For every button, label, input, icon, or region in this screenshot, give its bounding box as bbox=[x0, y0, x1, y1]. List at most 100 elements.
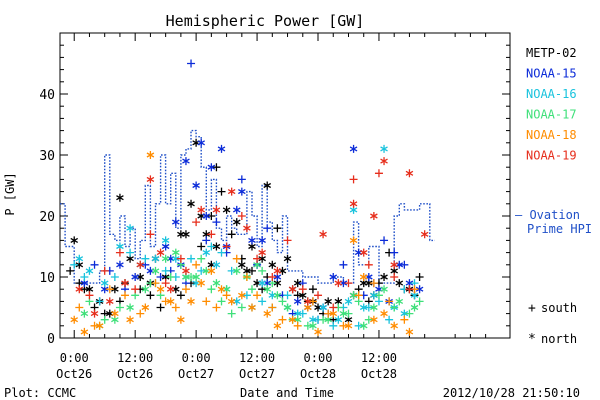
south-point bbox=[329, 321, 338, 330]
north-point bbox=[410, 303, 419, 312]
plot-frame bbox=[59, 32, 511, 339]
north-point bbox=[166, 297, 175, 306]
x-tick-date-label: Oct27 bbox=[239, 367, 275, 381]
north-point bbox=[359, 303, 368, 312]
south-point bbox=[380, 236, 389, 245]
north-point bbox=[380, 273, 388, 281]
south-point bbox=[390, 273, 399, 281]
south-point bbox=[207, 285, 216, 294]
north-point bbox=[248, 303, 256, 312]
north-point bbox=[319, 230, 327, 239]
north-point bbox=[182, 157, 190, 166]
south-point bbox=[415, 297, 424, 306]
south-point bbox=[339, 321, 348, 330]
south-point bbox=[415, 273, 424, 281]
north-point bbox=[126, 315, 134, 324]
south-point bbox=[66, 266, 75, 275]
south-point bbox=[207, 212, 216, 220]
south-point bbox=[405, 309, 414, 318]
x-tick-date-label: Oct28 bbox=[361, 367, 397, 381]
south-point bbox=[385, 297, 394, 306]
north-point bbox=[171, 218, 180, 227]
north-point bbox=[232, 266, 241, 275]
south-point bbox=[400, 315, 409, 324]
north-point bbox=[207, 163, 216, 172]
south-point bbox=[197, 254, 206, 263]
south-point bbox=[308, 297, 317, 306]
x-tick-date-label: Oct26 bbox=[56, 367, 92, 381]
south-point bbox=[405, 285, 414, 294]
south-point bbox=[390, 303, 399, 312]
south-point bbox=[75, 303, 84, 312]
south-point bbox=[85, 291, 94, 300]
north-point bbox=[248, 236, 256, 245]
north-point bbox=[207, 266, 216, 275]
south-point bbox=[202, 236, 211, 245]
north-point bbox=[293, 279, 302, 288]
north-point bbox=[136, 273, 145, 281]
south-point bbox=[90, 260, 99, 269]
south-point bbox=[369, 279, 378, 288]
south-point bbox=[400, 260, 409, 269]
south-point bbox=[258, 297, 267, 306]
south-point bbox=[242, 273, 251, 281]
south-point bbox=[268, 303, 277, 312]
north-point bbox=[232, 218, 241, 227]
south-point bbox=[237, 175, 246, 184]
north-point bbox=[187, 199, 195, 208]
x-tick-time-label: 12:00 bbox=[117, 351, 153, 365]
north-point bbox=[116, 260, 124, 269]
x-tick-time-label: 0:00 bbox=[182, 351, 211, 365]
north-point bbox=[197, 138, 205, 147]
north-point bbox=[273, 291, 282, 300]
north-point bbox=[227, 187, 236, 196]
north-point bbox=[243, 224, 251, 233]
south-point bbox=[197, 266, 206, 275]
north-point bbox=[288, 285, 297, 294]
south-point bbox=[95, 297, 104, 306]
ovation-prime-trace bbox=[60, 129, 435, 284]
south-point bbox=[268, 273, 277, 281]
north-point bbox=[238, 260, 246, 269]
north-point bbox=[222, 205, 231, 214]
south-point bbox=[202, 297, 211, 306]
south-point bbox=[314, 291, 323, 300]
south-point bbox=[349, 175, 358, 184]
south-point bbox=[364, 315, 373, 324]
north-point bbox=[151, 254, 160, 263]
south-point bbox=[136, 309, 145, 318]
north-point bbox=[232, 205, 241, 214]
y-tick-label: 30 bbox=[39, 149, 55, 164]
north-point bbox=[309, 321, 317, 330]
legend: METP-02 NOAA-15 NOAA-16 NOAA-17 NOAA-18 NOAA-… bbox=[515, 46, 592, 236]
north-point bbox=[70, 315, 79, 324]
north-point bbox=[75, 285, 84, 294]
north-point bbox=[314, 327, 322, 336]
north-point bbox=[70, 236, 79, 245]
north-point bbox=[380, 285, 388, 294]
x-tick-time-label: 0:00 bbox=[304, 351, 333, 365]
chart-title: Hemispheric Power [GW] bbox=[166, 12, 365, 30]
series-noaa-16 bbox=[70, 144, 419, 330]
legend-entry: NOAA-18 bbox=[526, 128, 577, 142]
south-point bbox=[212, 303, 221, 312]
south-point bbox=[110, 273, 119, 281]
north-point bbox=[349, 236, 358, 245]
north-point bbox=[100, 279, 109, 288]
north-point bbox=[105, 297, 114, 306]
north-point bbox=[111, 285, 119, 294]
south-point bbox=[176, 254, 185, 263]
south-point bbox=[100, 315, 109, 324]
north-point bbox=[126, 224, 134, 233]
south-point bbox=[237, 303, 246, 312]
y-tick-label: 0 bbox=[47, 332, 55, 347]
south-point bbox=[364, 260, 373, 269]
legend-entry: NOAA-16 bbox=[526, 87, 577, 101]
north-point bbox=[171, 285, 180, 294]
north-point bbox=[329, 273, 338, 281]
north-point bbox=[238, 291, 246, 300]
north-point bbox=[232, 297, 241, 306]
south-point bbox=[258, 266, 267, 275]
south-point bbox=[192, 260, 201, 269]
north-point bbox=[319, 303, 327, 312]
